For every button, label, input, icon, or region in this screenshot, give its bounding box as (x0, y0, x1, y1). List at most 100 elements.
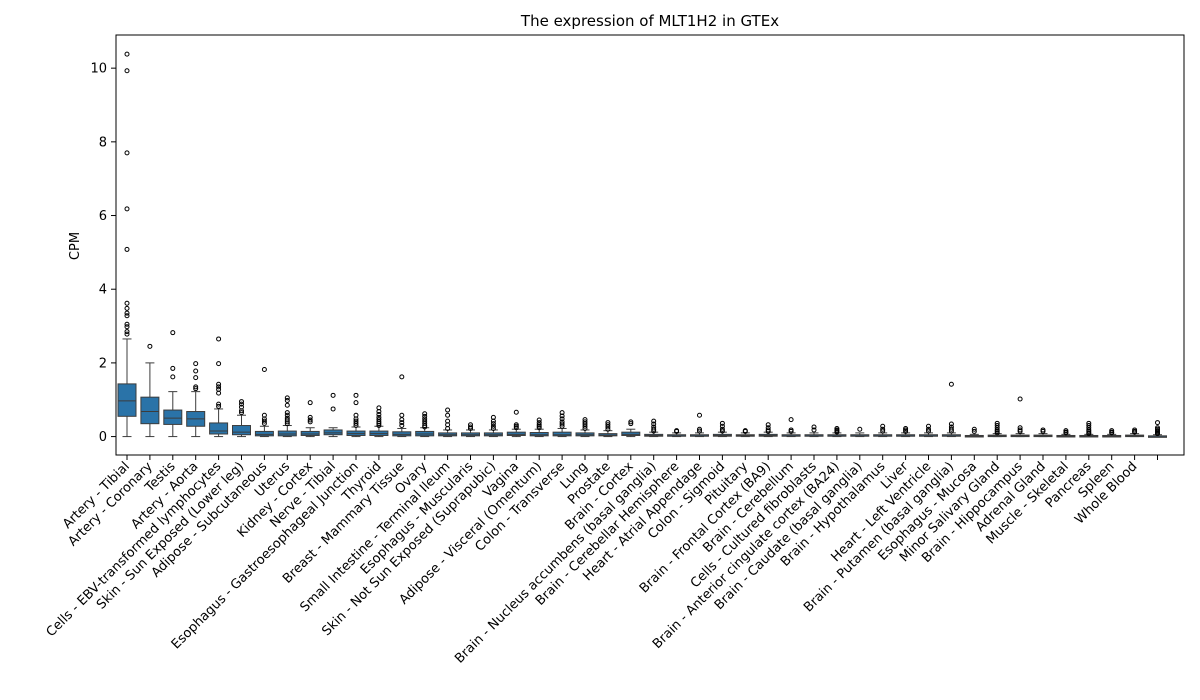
outlier-point (124, 51, 130, 57)
outlier-point (788, 417, 794, 423)
outlier-point (399, 417, 405, 423)
box (300, 430, 320, 436)
outlier-point (216, 336, 222, 342)
outlier-point (559, 416, 565, 422)
outlier-point (399, 412, 405, 418)
outlier-point (284, 419, 290, 425)
outlier-point (948, 421, 954, 427)
outlier-point (193, 368, 199, 374)
outlier-point (559, 413, 565, 419)
outlier-point (719, 423, 725, 429)
outlier-point (697, 428, 702, 434)
outlier-point (124, 310, 130, 316)
outlier-point (330, 406, 336, 412)
outlier-point (124, 246, 130, 252)
outlier-point (811, 427, 817, 433)
outlier-point (605, 426, 611, 432)
chart-title: The expression of MLT1H2 in GTEx (520, 12, 779, 30)
outlier-point (559, 410, 565, 416)
outlier-point (1155, 420, 1160, 426)
box-group (575, 417, 595, 438)
outlier-point (1017, 396, 1023, 402)
outlier-point (490, 421, 496, 427)
outlier-point (261, 420, 267, 426)
outlier-point (880, 423, 886, 429)
box-group (735, 428, 755, 438)
outlier-point (536, 425, 542, 431)
outlier-point (834, 429, 840, 435)
box (323, 429, 343, 436)
outlier-point (376, 409, 382, 415)
box-group (300, 400, 320, 438)
outlier-point (124, 324, 130, 330)
box-group (712, 420, 732, 438)
box-group (483, 414, 503, 438)
box-group (415, 411, 435, 438)
box-group (598, 420, 618, 438)
outlier-point (536, 417, 542, 423)
outlier-point (170, 374, 176, 380)
box-group (1148, 420, 1167, 438)
outlier-point (719, 426, 725, 432)
outlier-point (239, 410, 244, 416)
outlier-point (124, 329, 130, 335)
outlier-point (948, 428, 954, 434)
outlier-point (948, 381, 954, 387)
box-group (644, 418, 664, 438)
outlier-point (307, 417, 313, 423)
y-axis: 0 2 4 6 8 10 (90, 62, 116, 445)
outlier-point (490, 423, 496, 429)
box-group (369, 405, 389, 438)
outlier-point (605, 424, 611, 430)
outlier-point (170, 330, 176, 336)
y-tick-label: 6 (99, 209, 107, 224)
outlier-point (422, 411, 428, 417)
outlier-point (582, 425, 588, 431)
box-group (827, 425, 847, 438)
box-group (438, 407, 458, 438)
outlier-point (284, 421, 290, 427)
box (621, 431, 641, 436)
outlier-point (559, 421, 565, 427)
box-group (117, 51, 137, 438)
box (254, 430, 274, 437)
outlier-point (239, 408, 244, 414)
box (552, 431, 572, 437)
box-group (964, 426, 984, 438)
box-group (1079, 420, 1099, 438)
box-group (667, 428, 687, 438)
box-group (850, 426, 870, 438)
outlier-point (880, 428, 886, 434)
box (392, 431, 412, 437)
y-tick-label: 8 (99, 135, 107, 150)
outlier-point (788, 428, 794, 434)
outlier-point (651, 428, 657, 434)
box-group (277, 395, 297, 438)
outlier-point (284, 402, 290, 408)
outlier-point (445, 407, 451, 413)
outlier-point (284, 410, 290, 416)
box-group (896, 425, 916, 438)
box-group (552, 410, 572, 438)
box (529, 432, 549, 437)
outlier-point (1132, 429, 1138, 435)
y-tick-label: 0 (99, 430, 107, 445)
outlier-point (1040, 428, 1046, 434)
outlier-point (193, 361, 199, 367)
box-group (919, 423, 938, 438)
outlier-point (239, 399, 244, 405)
outlier-point (216, 401, 222, 407)
outlier-point (399, 374, 405, 380)
outlier-point (445, 425, 451, 431)
outlier-point (193, 384, 199, 390)
outlier-point (353, 420, 359, 426)
outlier-point (261, 418, 267, 424)
outlier-point (284, 412, 290, 418)
outlier-point (216, 361, 222, 367)
box (140, 396, 160, 425)
outlier-point (399, 423, 405, 429)
box-group (758, 422, 778, 438)
outlier-point (994, 430, 1000, 436)
box-group (209, 336, 229, 438)
box-group (690, 412, 709, 438)
